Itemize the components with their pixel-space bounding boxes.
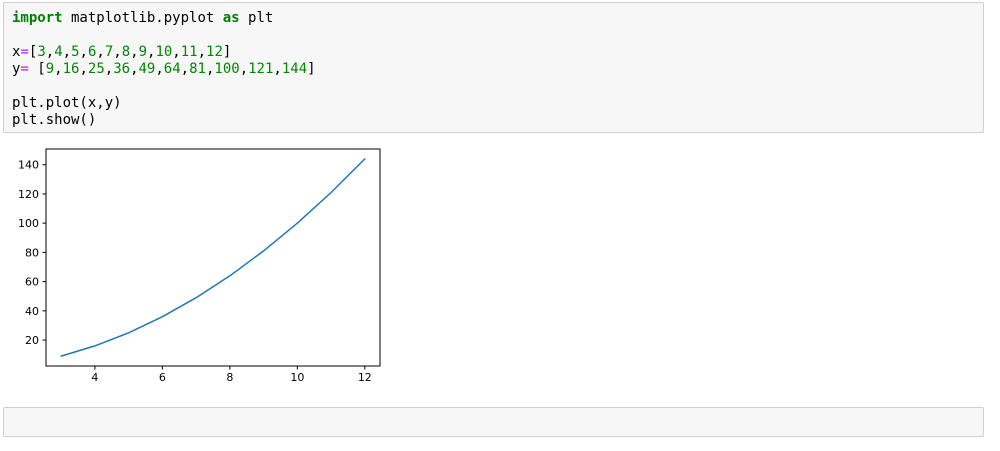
code-cell[interactable]: import matplotlib.pyplot as plt x=[3,4,5,…	[3, 2, 984, 133]
y-tick-label: 40	[25, 305, 39, 318]
x-tick-label: 6	[159, 371, 166, 384]
y-tick-label: 60	[25, 276, 39, 289]
empty-code-cell[interactable]	[3, 407, 984, 437]
y-tick-label: 100	[18, 217, 39, 230]
x-tick-label: 12	[358, 371, 372, 384]
y-tick-label: 80	[25, 246, 39, 259]
x-tick-label: 10	[290, 371, 304, 384]
y-tick-label: 20	[25, 334, 39, 347]
axes-frame	[45, 148, 381, 367]
data-line-series	[60, 158, 366, 357]
output-area: 4 6 8 10 12 20 40 60 80 100 120 140	[10, 142, 984, 388]
notebook: import matplotlib.pyplot as plt x=[3,4,5,…	[3, 2, 984, 437]
code-editor[interactable]: import matplotlib.pyplot as plt x=[3,4,5,…	[12, 10, 316, 128]
y-tick-label: 120	[18, 188, 39, 201]
x-tick-label: 8	[226, 371, 233, 384]
x-tick-label: 4	[91, 371, 98, 384]
matplotlib-line-plot: 4 6 8 10 12 20 40 60 80 100 120 140	[10, 142, 386, 388]
y-tick-label: 140	[18, 159, 39, 172]
